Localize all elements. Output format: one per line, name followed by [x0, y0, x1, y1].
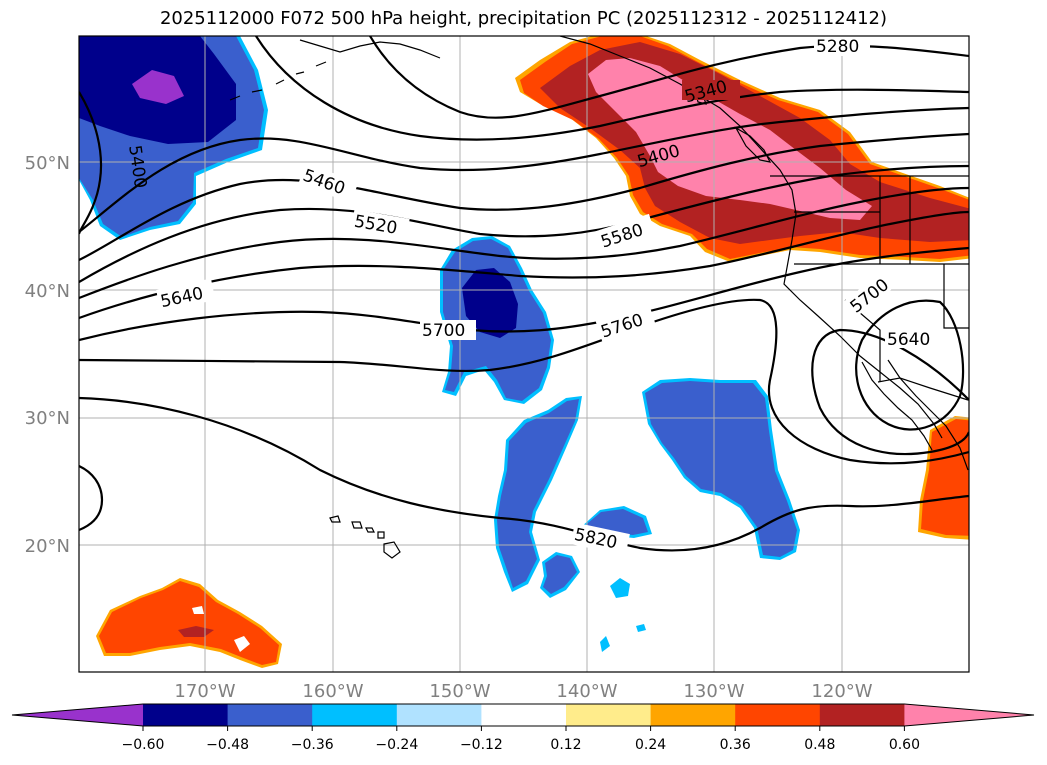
contour-line: [79, 164, 969, 283]
negative-anomaly-low: [497, 399, 579, 588]
colorbar-swatch: [143, 704, 229, 726]
colorbar-tick-label: 0.60: [889, 737, 920, 753]
negative-anomaly-edge: [600, 636, 610, 652]
colorbar-tick-label: −0.60: [122, 737, 165, 753]
colorbar-tick-label: −0.12: [460, 737, 503, 753]
lat-label: 40°N: [25, 281, 70, 302]
colorbar-swatch: [227, 704, 313, 726]
negative-anomaly-edge: [636, 624, 646, 632]
colorbar-swatch: [650, 704, 736, 726]
colorbar-tick-label: 0.36: [720, 737, 751, 753]
colorbar-tick-label: −0.24: [375, 737, 418, 753]
contour-line: [255, 36, 969, 141]
positive-anomaly-high: [588, 58, 872, 220]
lon-label: 160°W: [302, 681, 363, 702]
vancouver-island: [734, 126, 772, 163]
contour-line: [855, 299, 965, 431]
contour-line: [79, 246, 969, 342]
lat-label: 30°N: [25, 408, 70, 429]
us-mexico-border: [877, 377, 969, 401]
precip-anomaly-positive-southwest: [96, 578, 282, 668]
alaska-coast: [299, 39, 441, 59]
negative-anomaly-low: [645, 381, 797, 557]
negative-anomaly-edge: [610, 578, 630, 598]
contour-label: 5640: [887, 330, 930, 350]
lon-label: 170°W: [174, 681, 235, 702]
positive-anomaly-hole: [192, 606, 204, 614]
colorbar-swatch: [481, 704, 567, 726]
negative-anomaly-high: [132, 70, 184, 104]
colorbar-swatch: [312, 704, 398, 726]
colorbar-swatch: [819, 704, 905, 726]
hawaiian-islands: [329, 515, 401, 559]
colorbar-swatch: [735, 704, 821, 726]
aleutian-islands: [229, 61, 327, 101]
lat-label: 50°N: [25, 153, 70, 174]
longitude-labels: 170°W 160°W 150°W 140°W 130°W 120°W: [174, 681, 872, 702]
colorbar-tick-label: −0.48: [206, 737, 249, 753]
precip-anomaly-negative-subtropical-west: [494, 396, 652, 652]
colorbar-swatch: [566, 704, 652, 726]
contour-line: [79, 132, 969, 261]
map-content: 5280 5340 5400 5400 5460 5520 5580 5640 …: [79, 36, 969, 672]
latitude-labels: 50°N 40°N 30°N 20°N: [25, 153, 70, 557]
graticule: [79, 36, 969, 672]
height-contours: [79, 36, 969, 552]
precip-anomaly-negative-subtropical-east: [642, 378, 800, 560]
colorbar-tick-label: −0.36: [291, 737, 334, 753]
contour-line: [79, 91, 103, 235]
colorbar-tick-label: 0.24: [635, 737, 666, 753]
contour-line: [79, 186, 969, 300]
positive-anomaly-low: [99, 581, 279, 665]
colorbar-tick-label: 0.48: [804, 737, 835, 753]
lon-label: 120°W: [811, 681, 872, 702]
colorbar-extend-max: [904, 704, 1034, 726]
lon-label: 150°W: [429, 681, 490, 702]
lon-label: 140°W: [556, 681, 617, 702]
north-america-coast: [559, 36, 943, 439]
colorbar: −0.60 −0.48 −0.36 −0.24 −0.12 0.12 0.24 0.36 0.4…: [11, 703, 1035, 753]
contour-line: [79, 106, 969, 233]
baja-peninsula: [861, 361, 933, 451]
contour-line: [79, 465, 104, 532]
map-title: 2025112000 F072 500 hPa height, precipit…: [159, 8, 888, 29]
precip-anomaly-negative-northwest: [79, 36, 268, 240]
contour-line: [79, 210, 969, 320]
contour-label: 5280: [816, 37, 859, 57]
lon-label: 130°W: [683, 681, 744, 702]
positive-anomaly-hole: [234, 636, 250, 652]
colorbar-swatch: [396, 704, 482, 726]
map-frame: [78, 35, 970, 673]
lat-label: 20°N: [25, 536, 70, 557]
contour-label: 5700: [422, 321, 465, 341]
colorbar-extend-min: [12, 704, 143, 726]
positive-anomaly-low: [921, 419, 969, 536]
colorbar-tick-label: 0.12: [550, 737, 581, 753]
negative-anomaly-low: [543, 555, 577, 594]
